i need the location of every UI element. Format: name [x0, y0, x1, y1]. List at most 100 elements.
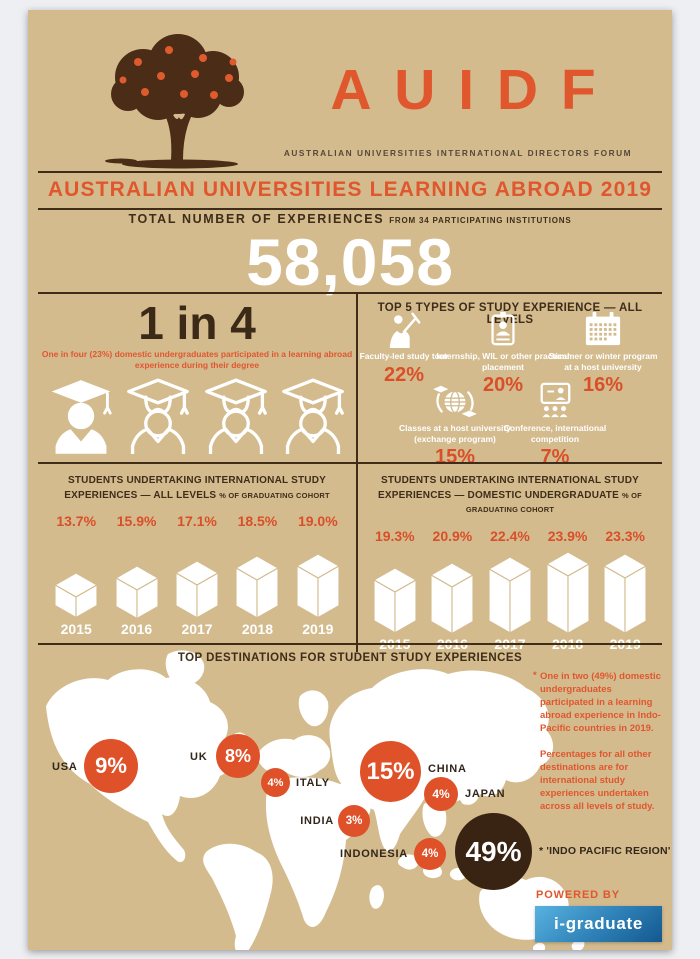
chart-value-label: 23.3%	[605, 527, 646, 544]
destinations-title: TOP DESTINATIONS FOR STUDENT STUDY EXPER…	[177, 652, 523, 664]
cube-bar	[596, 548, 654, 634]
chart-column: 15.9% 2016	[106, 513, 166, 637]
top5-item-value: 22%	[383, 363, 425, 386]
cube-bar	[227, 533, 287, 619]
chart-value-label: 20.9%	[432, 527, 473, 544]
cube-bar	[288, 533, 348, 619]
graduate-filled-icon	[51, 380, 112, 454]
chart-column: 18.5% 2018	[227, 513, 287, 637]
map-label-japan: JAPAN	[465, 788, 506, 800]
top5-item-internship: Internship, WIL or other practical place…	[428, 310, 578, 397]
map-label-usa: USA	[52, 761, 78, 773]
chart-column: 23.3% 2019	[596, 528, 654, 652]
note-secondary: Percentages for all other destinations a…	[540, 748, 655, 812]
chart-cohort-note: % OF GRADUATING COHORT	[219, 490, 330, 500]
top5-title: TOP 5 TYPES OF STUDY EXPERIENCE — ALL LE…	[377, 302, 643, 326]
map-label-italy: ITALY	[296, 777, 330, 789]
chart-category-label: 2019	[302, 621, 334, 637]
brand-subtitle: AUSTRALIAN UNIVERSITIES INTERNATIONAL DI…	[283, 148, 633, 158]
bubble-japan: 4%	[424, 777, 458, 811]
chart-column: 23.9% 2018	[539, 528, 597, 652]
cube-bar	[106, 533, 166, 619]
brand-title: AUIDF	[330, 58, 619, 122]
top5-item-summer-winter: Summer or winter program at a host unive…	[546, 310, 660, 397]
note-primary: One in two (49%) domestic undergraduates…	[540, 671, 661, 735]
exchange-globe-icon	[380, 382, 530, 420]
i-graduate-logo: i-graduate	[535, 906, 662, 942]
chart-value-label: 22.4%	[490, 527, 530, 544]
bubble-india: 3%	[338, 805, 370, 837]
map-label-indo-pacific: * 'INDO PACIFIC REGION'	[539, 845, 671, 857]
chart-column: 22.4% 2017	[481, 528, 539, 652]
bubble-china: 15%	[360, 741, 421, 802]
top5-item-conference: Conference, international competition 7%	[489, 382, 621, 469]
total-label: TOTAL NUMBER OF EXPERIENCES	[128, 212, 385, 226]
chart-column: 19.3% 2015	[366, 528, 424, 652]
top5-item-faculty-led: Faculty-led study tour 22%	[358, 310, 450, 387]
chart-title: STUDENTS UNDERTAKING INTERNATIONAL STUDY…	[378, 475, 642, 514]
map-label-uk: UK	[190, 751, 208, 763]
powered-by-label: POWERED BY	[536, 889, 620, 901]
chart-value-label: 19.3%	[374, 527, 415, 544]
chart-value-label: 17.1%	[177, 513, 217, 529]
section-cohort-charts: STUDENTS UNDERTAKING INTERNATIONAL STUDY…	[38, 464, 662, 652]
map-label-india: INDIA	[300, 815, 334, 827]
chart-column: 19.0% 2019	[288, 513, 348, 637]
chart-value-label: 23.9%	[547, 527, 588, 544]
cube-bar	[424, 548, 482, 634]
top5-item-exchange: Classes at a host university (exchange p…	[380, 382, 530, 469]
destinations-note: * One in two (49%) domestic undergraduat…	[533, 670, 668, 825]
one-in-four-headline: 1 in 4	[138, 297, 256, 349]
graduate-outline-icon	[127, 378, 190, 455]
chart-title: STUDENTS UNDERTAKING INTERNATIONAL STUDY…	[64, 475, 330, 501]
graduate-outline-icon	[282, 378, 344, 455]
chart-value-label: 18.5%	[237, 513, 278, 529]
top5-item-label: Classes at a host university (exchange p…	[399, 423, 511, 444]
total-sublabel: FROM 34 PARTICIPATING INSTITUTIONS	[389, 216, 572, 225]
chart-value-label: 13.7%	[56, 513, 97, 529]
chart-all-levels: STUDENTS UNDERTAKING INTERNATIONAL STUDY…	[38, 464, 356, 652]
cube-bar	[539, 548, 597, 634]
cube-bar	[481, 548, 539, 634]
internship-badge-icon	[428, 310, 578, 348]
cube-bar	[167, 533, 227, 619]
graduate-icons-row	[38, 378, 356, 455]
chart-domestic-undergraduate: STUDENTS UNDERTAKING INTERNATIONAL STUDY…	[356, 464, 662, 652]
top5-item-value: 16%	[582, 374, 624, 397]
total-experiences: TOTAL NUMBER OF EXPERIENCES FROM 34 PARTI…	[28, 210, 672, 299]
infographic-poster: AUIDF AUSTRALIAN UNIVERSITIES INTERNATIO…	[28, 10, 672, 950]
chart-category-label: 2017	[181, 621, 213, 637]
chart-column: 20.9% 2016	[424, 528, 482, 652]
chart-category-label: 2018	[241, 621, 273, 637]
destinations-section: TOP DESTINATIONS FOR STUDENT STUDY EXPER…	[28, 644, 672, 950]
divider	[38, 643, 662, 645]
top5-item-label: Summer or winter program at a host unive…	[548, 351, 658, 372]
cube-bar	[366, 548, 424, 634]
report-title-banner: AUSTRALIAN UNIVERSITIES LEARNING ABROAD …	[38, 171, 662, 210]
chart-category-label: 2016	[121, 621, 153, 637]
one-in-four-panel: 1 in 4 One in four (23%) domestic underg…	[38, 294, 356, 462]
top5-item-value: 20%	[482, 374, 524, 397]
chart-column: 13.7% 2015	[46, 513, 106, 637]
bubble-indonesia: 4%	[414, 838, 446, 870]
divider	[38, 292, 662, 294]
chart-value-label: 15.9%	[116, 513, 157, 529]
chart-column: 17.1% 2017	[167, 513, 227, 637]
bubble-uk: 8%	[216, 734, 260, 778]
chart-category-label: 2015	[60, 621, 92, 637]
tree-logo	[105, 34, 244, 169]
cube-bar	[46, 533, 106, 619]
map-label-china: CHINA	[428, 763, 467, 775]
note-bullet: *	[533, 670, 537, 681]
conference-icon	[489, 382, 621, 420]
top5-item-label: Conference, international competition	[503, 423, 607, 444]
graduate-outline-icon	[204, 378, 267, 455]
top5-item-label: Faculty-led study tour	[359, 351, 449, 361]
chart-value-label: 19.0%	[297, 513, 338, 529]
chart-columns: 13.7% 2015 15.9% 2016 17.1% 2017 18.5%	[38, 513, 356, 637]
bubble-usa: 9%	[84, 739, 138, 793]
total-value: 58,058	[246, 225, 454, 299]
calendar-icon	[546, 310, 660, 348]
chart-columns: 19.3% 2015 20.9% 2016 22.4% 2017 23.9%	[358, 528, 662, 652]
